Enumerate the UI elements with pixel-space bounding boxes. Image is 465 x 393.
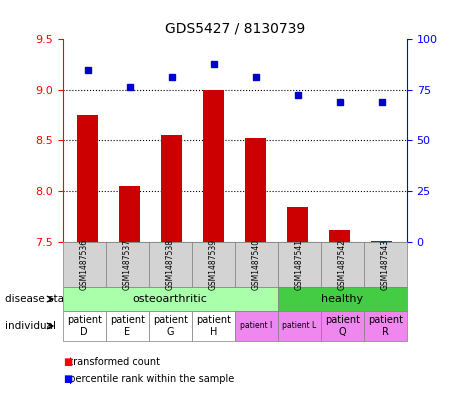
- Text: GSM1487537: GSM1487537: [123, 239, 132, 290]
- Text: patient
Q: patient Q: [325, 315, 360, 337]
- Text: GSM1487539: GSM1487539: [209, 239, 218, 290]
- Text: percentile rank within the sample: percentile rank within the sample: [63, 374, 234, 384]
- Text: patient
R: patient R: [368, 315, 403, 337]
- Bar: [161, 136, 182, 242]
- Bar: [329, 230, 350, 242]
- Text: patient
E: patient E: [110, 315, 145, 337]
- Text: ■: ■: [63, 357, 73, 367]
- Text: GSM1487541: GSM1487541: [295, 239, 304, 290]
- Text: healthy: healthy: [321, 294, 364, 304]
- Bar: [78, 115, 99, 242]
- Text: GSM1487543: GSM1487543: [381, 239, 390, 290]
- Text: individual: individual: [5, 321, 56, 331]
- Text: patient
G: patient G: [153, 315, 188, 337]
- Text: patient
H: patient H: [196, 315, 231, 337]
- Text: osteoarthritic: osteoarthritic: [133, 294, 208, 304]
- Text: GSM1487536: GSM1487536: [80, 239, 89, 290]
- Bar: [120, 186, 140, 242]
- Text: patient
D: patient D: [67, 315, 102, 337]
- Text: ■: ■: [63, 374, 73, 384]
- Text: GSM1487538: GSM1487538: [166, 239, 175, 290]
- Text: GSM1487542: GSM1487542: [338, 239, 347, 290]
- Text: GSM1487540: GSM1487540: [252, 239, 261, 290]
- Text: transformed count: transformed count: [63, 357, 160, 367]
- Text: patient I: patient I: [240, 321, 272, 331]
- Title: GDS5427 / 8130739: GDS5427 / 8130739: [165, 21, 305, 35]
- Bar: [203, 90, 224, 242]
- Text: patient L: patient L: [282, 321, 317, 331]
- Text: disease state: disease state: [5, 294, 74, 304]
- Bar: [287, 207, 308, 242]
- Bar: [246, 138, 266, 242]
